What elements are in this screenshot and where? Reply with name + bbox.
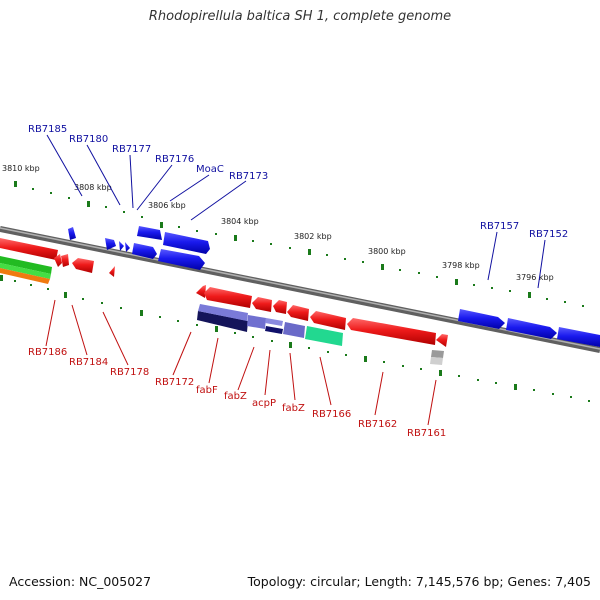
gene-label-rb7172: RB7172 xyxy=(155,377,194,388)
scale-tick-major xyxy=(14,181,17,187)
scale-label-3808: 3808 kbp xyxy=(74,183,112,192)
gene-label-rb7173: RB7173 xyxy=(229,171,268,182)
feature-block xyxy=(197,311,248,332)
top-gene-labels: RB7185 RB7180 RB7177 RB7176 MoaC RB7173 … xyxy=(28,124,568,240)
scale-label-3804: 3804 kbp xyxy=(221,217,259,226)
feature-block xyxy=(265,326,283,334)
gene-label-rb7157: RB7157 xyxy=(480,221,519,232)
orange-feature-band xyxy=(0,268,50,284)
reverse-genes xyxy=(54,254,448,347)
forward-gene xyxy=(132,243,157,259)
gene-label-rb7161: RB7161 xyxy=(407,428,446,439)
gene-label-rb7185: RB7185 xyxy=(28,124,67,135)
feature-block xyxy=(430,357,443,365)
scale-tick-major xyxy=(455,279,458,285)
gene-label-fabz: fabZ xyxy=(224,391,247,402)
accession-text: Accession: NC_005027 xyxy=(9,574,152,589)
gene-label-rb7162: RB7162 xyxy=(358,419,397,430)
gene-label-rb7184: RB7184 xyxy=(69,357,108,368)
forward-genes xyxy=(68,226,600,347)
bottom-gene-labels: RB7186 RB7184 RB7178 RB7172 fabF fabZ ac… xyxy=(28,347,446,439)
gene-label-fabf: fabF xyxy=(196,385,218,396)
scale-dots xyxy=(14,280,590,402)
forward-gene xyxy=(458,309,505,329)
reverse-gene xyxy=(273,300,287,314)
map-title: Rhodopirellula baltica SH 1, complete ge… xyxy=(148,9,452,24)
reverse-gene xyxy=(72,258,94,273)
forward-gene xyxy=(119,241,124,251)
forward-gene xyxy=(105,238,116,250)
gene-label-rb7166: RB7166 xyxy=(312,409,351,420)
scale-tick-major xyxy=(289,342,292,348)
gene-label-rb7180: RB7180 xyxy=(69,134,108,145)
forward-gene xyxy=(557,327,600,347)
scale-label-3802: 3802 kbp xyxy=(294,232,332,241)
scale-label-3796: 3796 kbp xyxy=(516,273,554,282)
feature-block xyxy=(247,315,266,329)
gene-label-acpp: acpP xyxy=(252,398,276,409)
outer-scale-track: 3810 kbp 3808 kbp 3806 kbp 3804 kbp 3802… xyxy=(2,164,584,307)
reverse-gene-band xyxy=(0,238,58,260)
scale-tick-major xyxy=(364,356,367,362)
reverse-gene xyxy=(61,254,69,267)
reverse-gene xyxy=(204,287,252,308)
reverse-gene xyxy=(109,266,115,277)
green-feature-band-light xyxy=(0,263,51,279)
scale-tick-major xyxy=(215,326,218,332)
green-feature-band xyxy=(0,256,52,274)
scale-label-3810: 3810 kbp xyxy=(2,164,40,173)
gene-label-rb7176: RB7176 xyxy=(155,154,194,165)
scale-tick-major xyxy=(439,370,442,376)
scale-tick-major xyxy=(514,384,517,390)
scale-tick-major xyxy=(0,275,3,281)
gene-label-fabz-2: fabZ xyxy=(282,403,305,414)
scale-tick-major xyxy=(140,310,143,316)
feature-block xyxy=(305,326,343,346)
forward-gene xyxy=(163,232,210,254)
feature-block xyxy=(265,318,283,326)
scale-tick-major xyxy=(528,292,531,298)
reverse-gene xyxy=(347,318,436,345)
scale-tick-major xyxy=(160,222,163,228)
scale-label-3798: 3798 kbp xyxy=(442,261,480,270)
scale-tick-major xyxy=(64,292,67,298)
forward-gene xyxy=(158,249,205,270)
leader-lines xyxy=(45,134,546,426)
scale-label-3806: 3806 kbp xyxy=(148,201,186,210)
reverse-gene xyxy=(252,297,272,312)
scale-dots xyxy=(32,188,584,307)
scale-tick-major xyxy=(381,264,384,270)
reverse-gene xyxy=(287,305,309,321)
gene-label-rb7186: RB7186 xyxy=(28,347,67,358)
gene-label-moac: MoaC xyxy=(196,164,224,175)
scale-label-3800: 3800 kbp xyxy=(368,247,406,256)
feature-block xyxy=(198,304,248,321)
gene-label-rb7178: RB7178 xyxy=(110,367,149,378)
topology-text: Topology: circular; Length: 7,145,576 bp… xyxy=(247,574,591,589)
feature-block xyxy=(283,322,305,338)
scale-tick-major xyxy=(308,249,311,255)
reverse-gene xyxy=(310,311,346,330)
feature-block xyxy=(431,350,444,358)
feature-blocks xyxy=(197,304,444,365)
forward-gene xyxy=(137,226,162,240)
feature-bands xyxy=(0,238,58,284)
scale-tick-major xyxy=(87,201,90,207)
gene-label-rb7177: RB7177 xyxy=(112,144,151,155)
scale-tick-major xyxy=(234,235,237,241)
reverse-gene xyxy=(436,334,448,347)
genome-backbone xyxy=(0,226,600,353)
inner-scale-track xyxy=(0,275,590,402)
gene-label-rb7152: RB7152 xyxy=(529,229,568,240)
forward-gene xyxy=(125,242,130,252)
reverse-gene xyxy=(196,285,206,298)
forward-gene xyxy=(506,318,557,339)
reverse-gene xyxy=(54,254,62,267)
forward-gene xyxy=(68,227,76,240)
